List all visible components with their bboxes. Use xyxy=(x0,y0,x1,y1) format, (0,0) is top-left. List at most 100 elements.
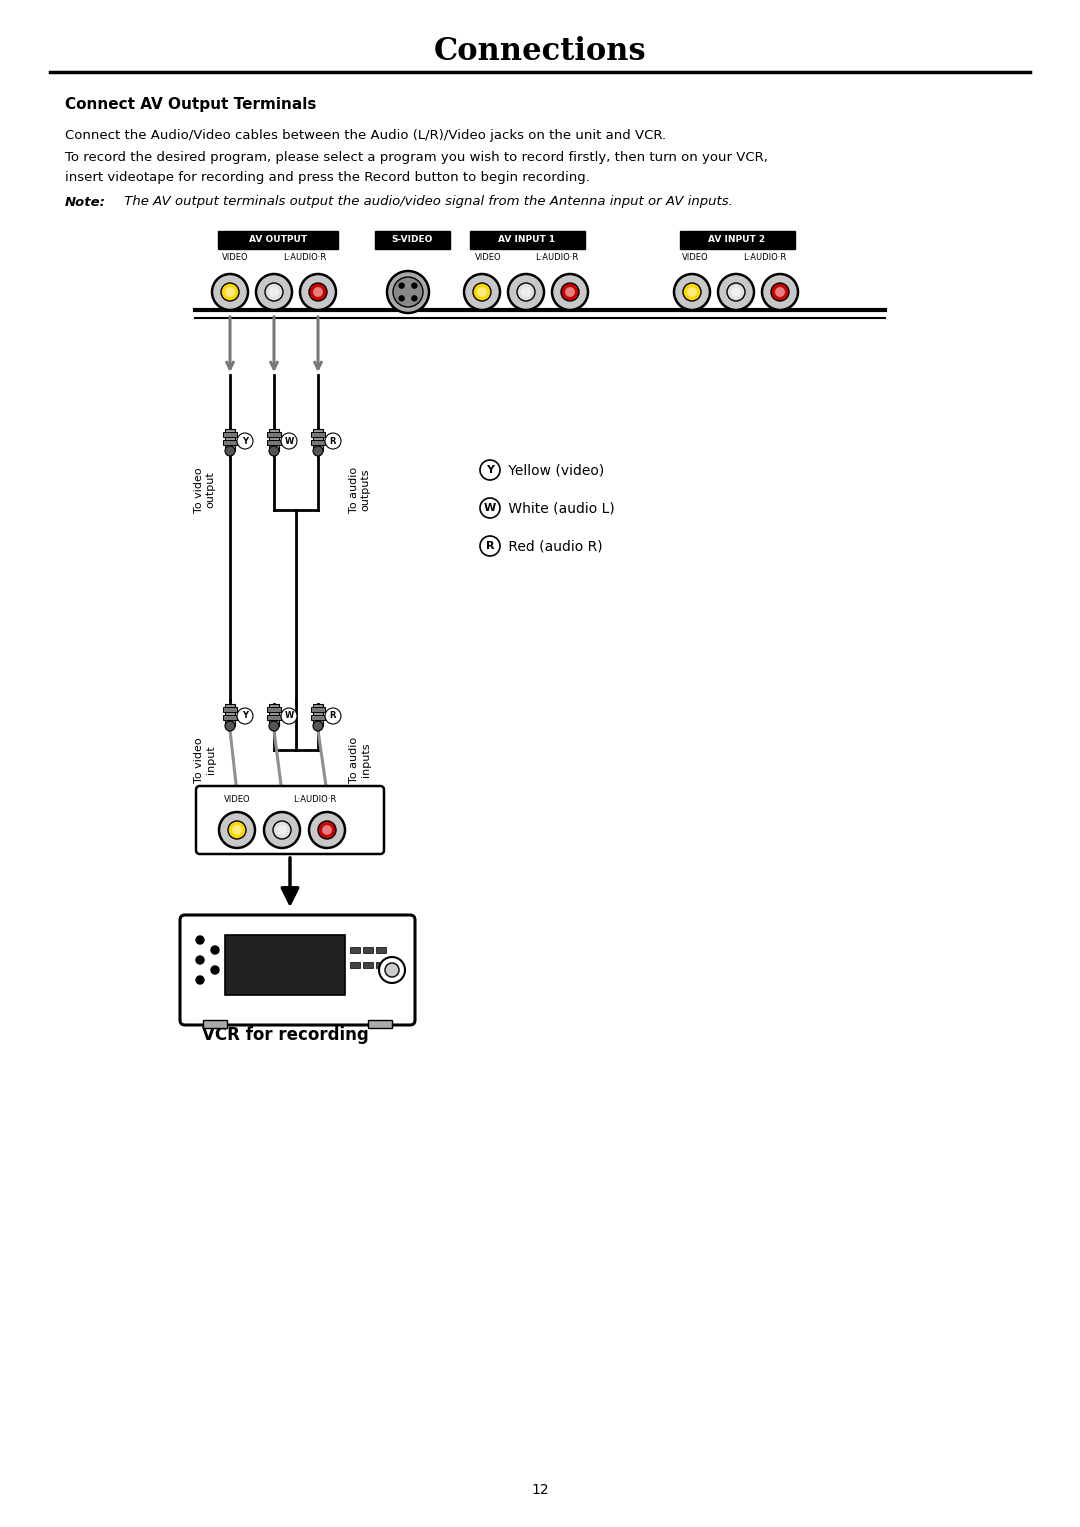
Text: L·AUDIO·R: L·AUDIO·R xyxy=(283,253,326,263)
Circle shape xyxy=(400,282,404,289)
Circle shape xyxy=(393,276,423,307)
Circle shape xyxy=(195,976,204,983)
Circle shape xyxy=(237,709,253,724)
Circle shape xyxy=(508,273,544,310)
Circle shape xyxy=(565,287,575,296)
Circle shape xyxy=(211,967,219,974)
Circle shape xyxy=(379,957,405,983)
Text: To audio
outputs: To audio outputs xyxy=(349,467,370,513)
FancyBboxPatch shape xyxy=(350,962,360,968)
Text: Connect the Audio/Video cables between the Audio (L/R)/Video jacks on the unit a: Connect the Audio/Video cables between t… xyxy=(65,128,666,142)
Circle shape xyxy=(228,822,246,838)
Circle shape xyxy=(256,273,292,310)
Circle shape xyxy=(683,282,701,301)
FancyBboxPatch shape xyxy=(311,715,325,721)
Text: L·AUDIO·R: L·AUDIO·R xyxy=(536,253,579,263)
Circle shape xyxy=(309,282,327,301)
Circle shape xyxy=(219,812,255,847)
Circle shape xyxy=(771,282,789,301)
FancyBboxPatch shape xyxy=(222,715,237,721)
Text: L·AUDIO·R: L·AUDIO·R xyxy=(294,796,337,805)
Circle shape xyxy=(212,273,248,310)
FancyBboxPatch shape xyxy=(225,429,235,450)
FancyBboxPatch shape xyxy=(470,231,585,249)
Circle shape xyxy=(384,964,399,977)
Circle shape xyxy=(517,282,535,301)
FancyBboxPatch shape xyxy=(225,935,345,996)
Text: To video
input: To video input xyxy=(194,738,216,783)
Text: VIDEO: VIDEO xyxy=(681,253,708,263)
Circle shape xyxy=(211,947,219,954)
Circle shape xyxy=(237,434,253,449)
Circle shape xyxy=(278,825,287,835)
FancyBboxPatch shape xyxy=(269,704,279,725)
Circle shape xyxy=(325,434,341,449)
FancyBboxPatch shape xyxy=(267,715,281,721)
Circle shape xyxy=(387,270,429,313)
FancyBboxPatch shape xyxy=(267,707,281,712)
Circle shape xyxy=(411,282,417,289)
FancyBboxPatch shape xyxy=(267,432,281,437)
FancyBboxPatch shape xyxy=(376,962,386,968)
Text: VIDEO: VIDEO xyxy=(475,253,501,263)
Circle shape xyxy=(718,273,754,310)
Circle shape xyxy=(775,287,785,296)
Text: Connect AV Output Terminals: Connect AV Output Terminals xyxy=(65,98,316,113)
FancyBboxPatch shape xyxy=(222,707,237,712)
FancyBboxPatch shape xyxy=(350,947,360,953)
Text: W: W xyxy=(284,437,294,446)
Text: To audio
inputs: To audio inputs xyxy=(349,738,370,783)
Circle shape xyxy=(325,709,341,724)
Circle shape xyxy=(313,446,323,457)
Circle shape xyxy=(225,721,235,731)
Circle shape xyxy=(265,282,283,301)
Circle shape xyxy=(309,812,345,847)
FancyBboxPatch shape xyxy=(313,704,323,725)
Circle shape xyxy=(221,282,239,301)
FancyBboxPatch shape xyxy=(311,432,325,437)
Circle shape xyxy=(473,282,491,301)
Circle shape xyxy=(400,296,404,301)
FancyBboxPatch shape xyxy=(180,915,415,1025)
FancyBboxPatch shape xyxy=(376,947,386,953)
Circle shape xyxy=(195,936,204,944)
Circle shape xyxy=(300,273,336,310)
Circle shape xyxy=(322,825,332,835)
Circle shape xyxy=(480,536,500,556)
Circle shape xyxy=(281,709,297,724)
FancyBboxPatch shape xyxy=(203,1020,227,1028)
Circle shape xyxy=(727,282,745,301)
Text: White (audio L): White (audio L) xyxy=(504,501,615,515)
Text: R: R xyxy=(329,437,336,446)
Circle shape xyxy=(269,287,279,296)
FancyBboxPatch shape xyxy=(311,440,325,444)
Circle shape xyxy=(318,822,336,838)
Text: VCR for recording: VCR for recording xyxy=(202,1026,368,1044)
Circle shape xyxy=(521,287,531,296)
Circle shape xyxy=(313,721,323,731)
Circle shape xyxy=(464,273,500,310)
Text: The AV output terminals output the audio/video signal from the Antenna input or : The AV output terminals output the audio… xyxy=(120,195,733,209)
Text: S-VIDEO: S-VIDEO xyxy=(391,235,433,244)
Text: AV INPUT 2: AV INPUT 2 xyxy=(708,235,766,244)
Circle shape xyxy=(273,822,291,838)
Circle shape xyxy=(411,296,417,301)
Circle shape xyxy=(480,498,500,518)
Circle shape xyxy=(269,721,279,731)
Circle shape xyxy=(264,812,300,847)
Circle shape xyxy=(477,287,487,296)
FancyBboxPatch shape xyxy=(267,440,281,444)
FancyBboxPatch shape xyxy=(222,440,237,444)
Text: Red (audio R): Red (audio R) xyxy=(504,539,603,553)
Text: insert videotape for recording and press the Record button to begin recording.: insert videotape for recording and press… xyxy=(65,171,590,185)
FancyBboxPatch shape xyxy=(218,231,338,249)
Text: L·AUDIO·R: L·AUDIO·R xyxy=(743,253,786,263)
Circle shape xyxy=(313,287,323,296)
Circle shape xyxy=(225,446,235,457)
Circle shape xyxy=(762,273,798,310)
Circle shape xyxy=(225,287,235,296)
Text: AV INPUT 1: AV INPUT 1 xyxy=(499,235,555,244)
Circle shape xyxy=(232,825,242,835)
Text: VIDEO: VIDEO xyxy=(224,796,251,805)
Text: Y: Y xyxy=(242,712,248,721)
